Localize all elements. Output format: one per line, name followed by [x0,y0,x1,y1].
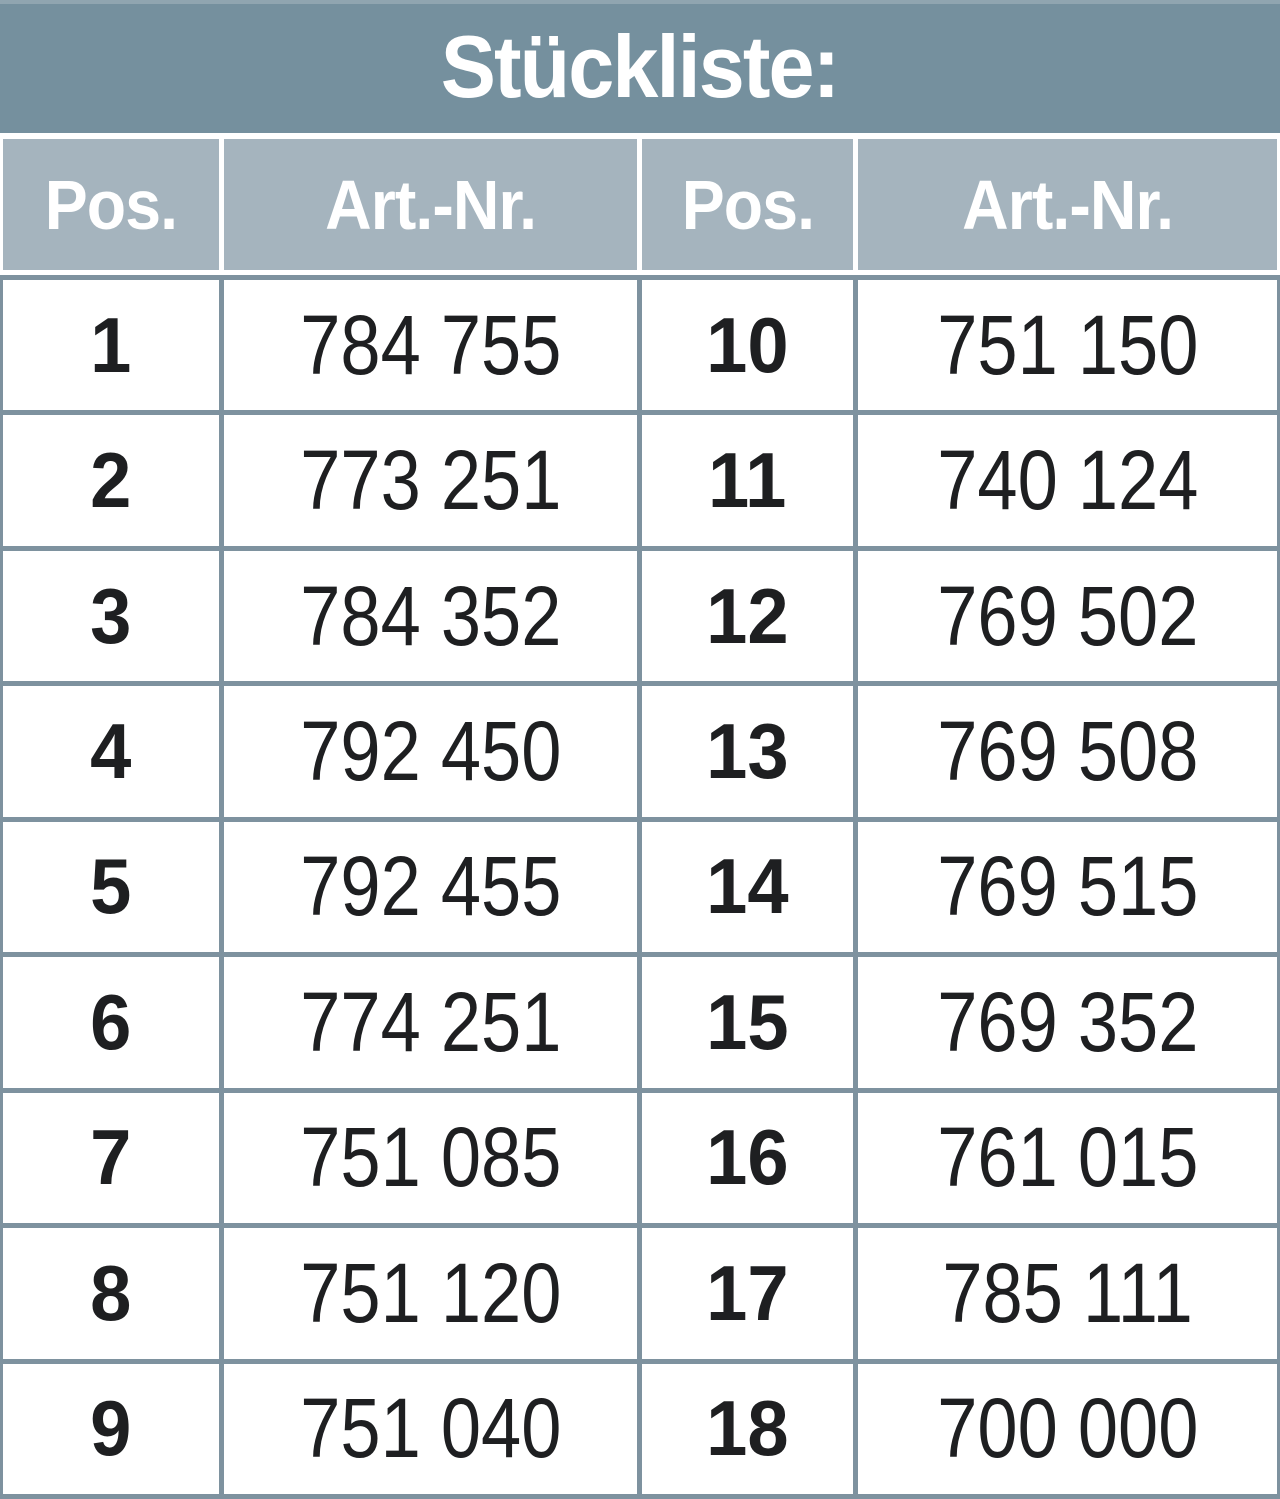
pos-value: 5 [90,842,132,931]
table-title: Stückliste: [441,16,841,116]
pos-value: 10 [706,300,789,389]
cell-artnr: 784 755 [224,280,637,411]
cell-pos: 15 [642,957,853,1088]
pos-value: 3 [90,571,132,660]
cell-pos: 8 [3,1228,219,1359]
artnr-value: 774 251 [299,974,562,1069]
pos-value: 14 [706,842,789,931]
pos-value: 1 [90,300,132,389]
artnr-value: 700 000 [936,1381,1199,1476]
cell-artnr: 769 502 [858,550,1277,682]
cell-artnr: 769 508 [858,686,1277,817]
artnr-value: 751 085 [299,1110,562,1205]
cell-artnr: 769 352 [858,957,1277,1088]
pos-value: 7 [90,1113,132,1202]
cell-pos: 18 [642,1363,853,1494]
pos-value: 11 [708,436,787,525]
pos-value: 9 [90,1384,132,1473]
header-cell-pos-right: Pos. [642,139,853,270]
header-cell-artnr-left: Art.-Nr. [224,139,637,270]
cell-artnr: 751 085 [224,1092,637,1224]
artnr-value: 769 352 [936,974,1199,1069]
cell-pos: 17 [642,1228,853,1359]
table-grid: 1 784 755 10 751 150 2 773 251 11 740 12… [3,280,1277,1494]
header-label: Pos. [681,165,814,244]
header-label: Pos. [44,165,178,244]
header-label: Art.-Nr. [962,165,1174,244]
cell-pos: 1 [3,280,219,411]
cell-artnr: 773 251 [224,415,637,546]
cell-pos: 6 [3,957,219,1088]
cell-pos: 2 [3,415,219,546]
pos-value: 15 [706,977,789,1066]
cell-pos: 13 [642,686,853,817]
pos-value: 17 [706,1248,789,1337]
cell-pos: 3 [3,550,219,682]
cell-artnr: 740 124 [858,415,1277,546]
artnr-value: 785 111 [942,1245,1193,1340]
artnr-value: 751 150 [936,297,1199,392]
cell-artnr: 700 000 [858,1363,1277,1494]
pos-value: 13 [706,707,789,796]
artnr-value: 792 450 [299,704,562,799]
artnr-value: 740 124 [936,433,1199,528]
cell-artnr: 785 111 [858,1228,1277,1359]
cell-artnr: 761 015 [858,1092,1277,1224]
pos-value: 18 [706,1384,789,1473]
cell-artnr: 751 150 [858,280,1277,411]
artnr-value: 769 515 [936,839,1199,934]
cell-pos: 4 [3,686,219,817]
pos-value: 8 [90,1248,132,1337]
artnr-value: 773 251 [299,433,562,528]
cell-pos: 12 [642,550,853,682]
cell-artnr: 792 450 [224,686,637,817]
cell-pos: 7 [3,1092,219,1224]
header-cell-pos-left: Pos. [3,139,219,270]
artnr-value: 784 352 [299,568,562,663]
header-cell-artnr-right: Art.-Nr. [858,139,1277,270]
cell-artnr: 751 040 [224,1363,637,1494]
pos-value: 6 [90,977,132,1066]
header-label: Art.-Nr. [325,165,537,244]
artnr-value: 751 040 [299,1381,562,1476]
cell-artnr: 769 515 [858,821,1277,953]
cell-artnr: 792 455 [224,821,637,953]
table-header-row: Pos. Art.-Nr. Pos. Art.-Nr. [0,133,1280,275]
pos-value: 4 [90,707,132,796]
cell-artnr: 751 120 [224,1228,637,1359]
artnr-value: 761 015 [936,1110,1199,1205]
cell-pos: 16 [642,1092,853,1224]
table-title-bar: Stückliste: [0,0,1280,133]
cell-pos: 11 [642,415,853,546]
cell-pos: 5 [3,821,219,953]
artnr-value: 769 502 [936,568,1199,663]
artnr-value: 784 755 [299,297,562,392]
artnr-value: 769 508 [936,704,1199,799]
artnr-value: 751 120 [299,1245,562,1340]
cell-artnr: 774 251 [224,957,637,1088]
pos-value: 2 [90,436,132,525]
pos-value: 16 [706,1113,789,1202]
cell-pos: 14 [642,821,853,953]
pos-value: 12 [706,571,789,660]
cell-pos: 9 [3,1363,219,1494]
cell-pos: 10 [642,280,853,411]
cell-artnr: 784 352 [224,550,637,682]
artnr-value: 792 455 [299,839,562,934]
table-body: 1 784 755 10 751 150 2 773 251 11 740 12… [0,275,1280,1499]
